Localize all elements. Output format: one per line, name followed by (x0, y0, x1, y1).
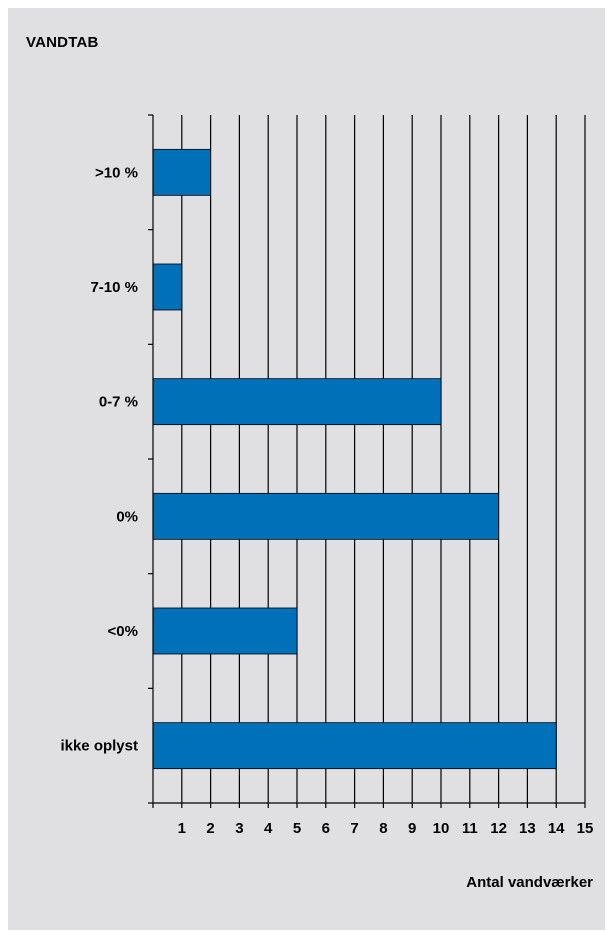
x-tick-label: 3 (235, 820, 243, 837)
bar (152, 263, 183, 311)
x-tick-label: 14 (548, 820, 565, 837)
x-tick-label: 7 (350, 820, 358, 837)
x-tick-label: 11 (462, 820, 478, 837)
category-label: 0-7 % (99, 394, 138, 411)
x-tick-label: 10 (433, 820, 450, 837)
category-label: <0% (108, 623, 138, 640)
x-tick-label: 9 (408, 820, 416, 837)
x-tick-label: 6 (322, 820, 330, 837)
x-tick-label: 13 (519, 820, 536, 837)
bar (152, 492, 500, 540)
bar (152, 378, 442, 426)
x-tick-label: 5 (293, 820, 301, 837)
x-tick-label: 8 (379, 820, 387, 837)
x-tick-label: 1 (178, 820, 186, 837)
chart-title: VANDTAB (26, 34, 99, 51)
x-tick-label: 2 (206, 820, 214, 837)
bar (152, 148, 211, 196)
x-tick-label: 15 (577, 820, 594, 837)
category-label: >10 % (95, 164, 138, 181)
x-tick-label: 12 (490, 820, 507, 837)
x-axis-label: Antal vandværker (466, 874, 593, 891)
category-label: ikke oplyst (60, 738, 138, 755)
category-label: 0% (116, 508, 138, 525)
category-label: 7-10 % (90, 279, 138, 296)
x-tick-label: 4 (264, 820, 273, 837)
chart-panel (8, 8, 605, 930)
bar (152, 722, 557, 770)
bar (152, 607, 298, 655)
